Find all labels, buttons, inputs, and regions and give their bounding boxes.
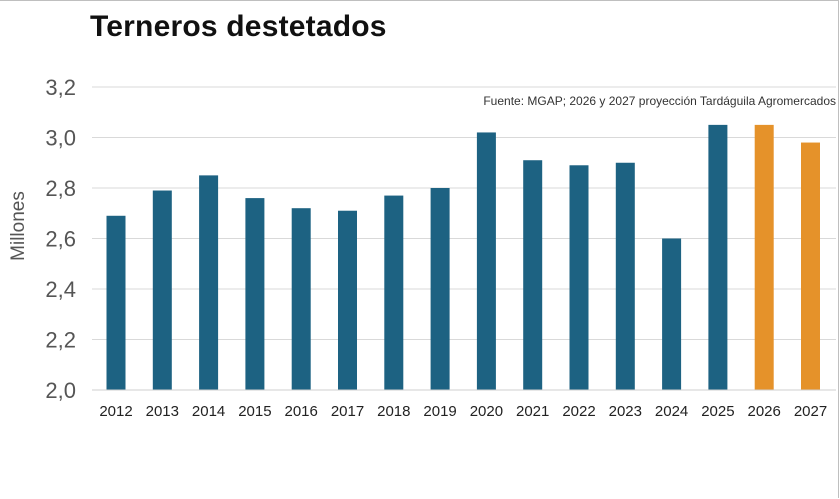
y-axis: 2,0 2,2 2,4 2,6 2,8 3,0 3,2 [45,75,76,403]
bar-2017 [338,210,357,390]
x-tick-label: 2022 [562,403,595,420]
bar-2026 [754,124,774,390]
bar-2012 [106,215,126,390]
x-tick-label: 2020 [470,403,503,420]
chart-title: Terneros destetados [90,10,387,43]
y-tick-label: 2,2 [45,328,76,353]
bar-2022 [569,165,589,390]
x-tick-label: 2027 [794,403,827,420]
bar-2023 [615,162,635,390]
x-tick-label: 2015 [238,403,271,420]
y-tick-label: 2,6 [45,227,76,252]
bar-2015 [245,198,265,390]
y-tick-label: 2,4 [45,277,76,302]
bar-2013 [152,190,172,390]
x-tick-label: 2017 [331,403,364,420]
x-tick-label: 2014 [192,403,225,420]
x-tick-label: 2013 [146,403,179,420]
bar-2014 [199,175,219,390]
x-tick-label: 2012 [99,403,132,420]
x-tick-label: 2024 [655,403,688,420]
y-tick-label: 2,8 [45,176,76,201]
y-tick-label: 3,0 [45,126,76,151]
x-axis: 2012 2013 2014 2015 2016 2017 2018 2019 2020 2021… [92,389,836,420]
x-tick-label: 2023 [609,403,642,420]
bars [106,124,820,390]
bar-2024 [662,238,682,390]
x-tick-label: 2021 [516,403,549,420]
x-tick-label: 2026 [748,403,781,420]
y-tick-label: 2,0 [45,378,76,403]
x-tick-label: 2018 [377,403,410,420]
bar-2020 [476,132,496,390]
y-tick-label: 3,2 [45,75,76,100]
bar-2018 [384,195,404,390]
x-tick-label: 2019 [423,403,456,420]
bar-2027 [801,142,820,390]
bar-2025 [708,124,728,390]
x-tick-label: 2025 [701,403,734,420]
bar-2016 [291,208,311,390]
bar-2021 [523,160,543,390]
source-note: Fuente: MGAP; 2026 y 2027 proyección Tar… [483,94,836,108]
bar-2019 [430,188,450,390]
y-axis-label: Millones [8,191,29,261]
x-tick-label: 2016 [285,403,318,420]
